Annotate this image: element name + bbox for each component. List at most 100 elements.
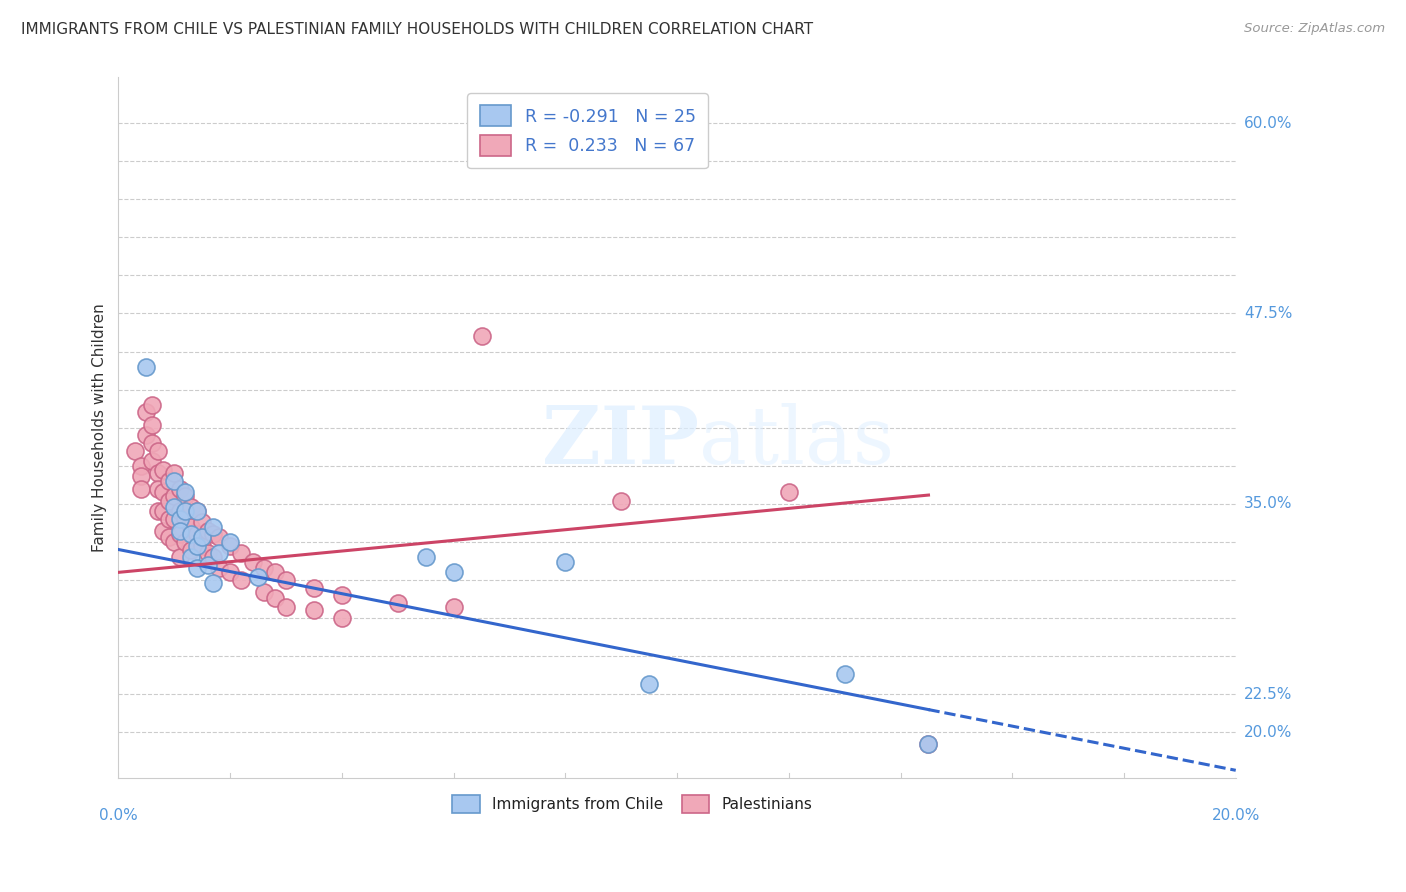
Point [263, 591, 285, 606]
Point [174, 484, 197, 499]
Text: 0.0%: 0.0% [98, 808, 138, 823]
Point [330, 611, 353, 625]
Point [146, 504, 169, 518]
Point [302, 603, 325, 617]
Point [146, 467, 169, 481]
Point [208, 545, 231, 559]
Point [169, 504, 191, 518]
Point [242, 555, 264, 569]
Point [554, 146, 576, 161]
Point [163, 489, 186, 503]
Text: 20.0%: 20.0% [1244, 724, 1292, 739]
Point [415, 550, 437, 565]
Point [141, 454, 163, 468]
Point [253, 561, 276, 575]
Point [174, 504, 197, 518]
Point [778, 484, 800, 499]
Point [186, 561, 208, 575]
Point [180, 527, 202, 541]
Point [169, 482, 191, 496]
Point [180, 542, 202, 557]
Point [135, 428, 157, 442]
Point [124, 443, 146, 458]
Point [163, 535, 186, 549]
Point [202, 519, 225, 533]
Point [135, 359, 157, 374]
Point [219, 540, 242, 554]
Text: IMMIGRANTS FROM CHILE VS PALESTINIAN FAMILY HOUSEHOLDS WITH CHILDREN CORRELATION: IMMIGRANTS FROM CHILE VS PALESTINIAN FAM… [21, 22, 813, 37]
Text: Source: ZipAtlas.com: Source: ZipAtlas.com [1244, 22, 1385, 36]
Point [917, 738, 939, 752]
Point [638, 676, 661, 690]
Point [917, 738, 939, 752]
Point [208, 530, 231, 544]
Point [174, 512, 197, 526]
Point [186, 504, 208, 518]
Point [152, 504, 174, 518]
Point [186, 527, 208, 541]
Point [274, 600, 297, 615]
Point [169, 550, 191, 565]
Point [263, 566, 285, 580]
Point [191, 515, 214, 529]
Point [202, 550, 225, 565]
Point [180, 519, 202, 533]
Text: ZIP: ZIP [543, 402, 699, 481]
Point [231, 545, 253, 559]
Point [219, 566, 242, 580]
Point [146, 482, 169, 496]
Point [146, 443, 169, 458]
Point [152, 524, 174, 539]
Point [302, 581, 325, 595]
Point [157, 493, 180, 508]
Point [157, 474, 180, 488]
Point [129, 458, 152, 473]
Point [191, 530, 214, 544]
Point [191, 540, 214, 554]
Point [610, 493, 633, 508]
Point [135, 405, 157, 419]
Point [141, 436, 163, 450]
Text: 60.0%: 60.0% [1244, 116, 1292, 130]
Point [129, 469, 152, 483]
Point [163, 467, 186, 481]
Text: 20.0%: 20.0% [1212, 808, 1260, 823]
Point [180, 550, 202, 565]
Point [174, 535, 197, 549]
Point [197, 558, 219, 572]
Point [471, 329, 494, 343]
Point [129, 482, 152, 496]
Legend: Immigrants from Chile, Palestinians: Immigrants from Chile, Palestinians [446, 789, 818, 820]
Point [186, 504, 208, 518]
Point [157, 530, 180, 544]
Point [443, 600, 465, 615]
Text: 22.5%: 22.5% [1244, 687, 1292, 702]
Y-axis label: Family Households with Children: Family Households with Children [93, 303, 107, 552]
Point [274, 573, 297, 587]
Point [202, 576, 225, 591]
Text: 47.5%: 47.5% [1244, 306, 1292, 321]
Point [169, 524, 191, 539]
Point [152, 463, 174, 477]
Point [163, 474, 186, 488]
Point [152, 484, 174, 499]
Point [247, 570, 270, 584]
Point [202, 527, 225, 541]
Point [174, 489, 197, 503]
Point [443, 566, 465, 580]
Point [169, 527, 191, 541]
Text: atlas: atlas [699, 402, 894, 481]
Point [141, 417, 163, 432]
Point [180, 500, 202, 514]
Point [219, 535, 242, 549]
Point [169, 512, 191, 526]
Point [330, 588, 353, 602]
Point [186, 540, 208, 554]
Point [208, 561, 231, 575]
Point [554, 555, 576, 569]
Point [157, 512, 180, 526]
Point [253, 585, 276, 599]
Point [387, 596, 409, 610]
Point [163, 512, 186, 526]
Point [197, 545, 219, 559]
